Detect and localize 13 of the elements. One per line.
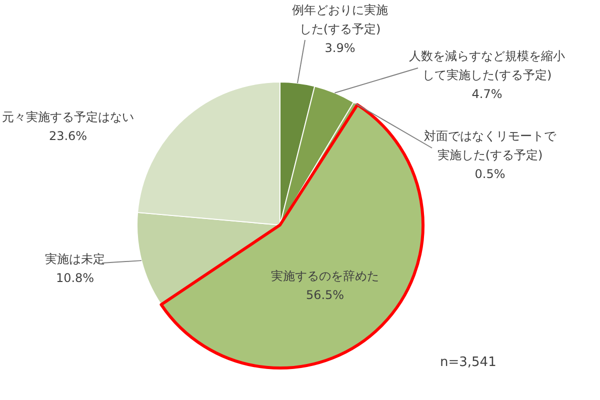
data-label: 10.8% <box>56 271 94 285</box>
slice-label: 実施は未定 <box>45 252 105 266</box>
slice-label: 人数を減らすなど規模を縮小して実施した(する予定) <box>409 49 565 82</box>
data-label: 0.5% <box>474 167 506 181</box>
data-label: 4.7% <box>472 87 502 101</box>
text: n=3,541 <box>440 355 496 370</box>
data-label: 56.5% <box>306 288 344 302</box>
data-label: 3.9% <box>324 41 356 55</box>
data-label: 23.6% <box>48 129 88 143</box>
slice-label: 実施するのを辞めた <box>271 269 379 283</box>
slice-label: 元々実施する予定はない <box>2 110 134 124</box>
slice-label: 対面ではなくリモートで実施した(する予定) <box>424 129 557 162</box>
slice-label: 例年どおりに実施した(する予定) <box>292 3 388 36</box>
